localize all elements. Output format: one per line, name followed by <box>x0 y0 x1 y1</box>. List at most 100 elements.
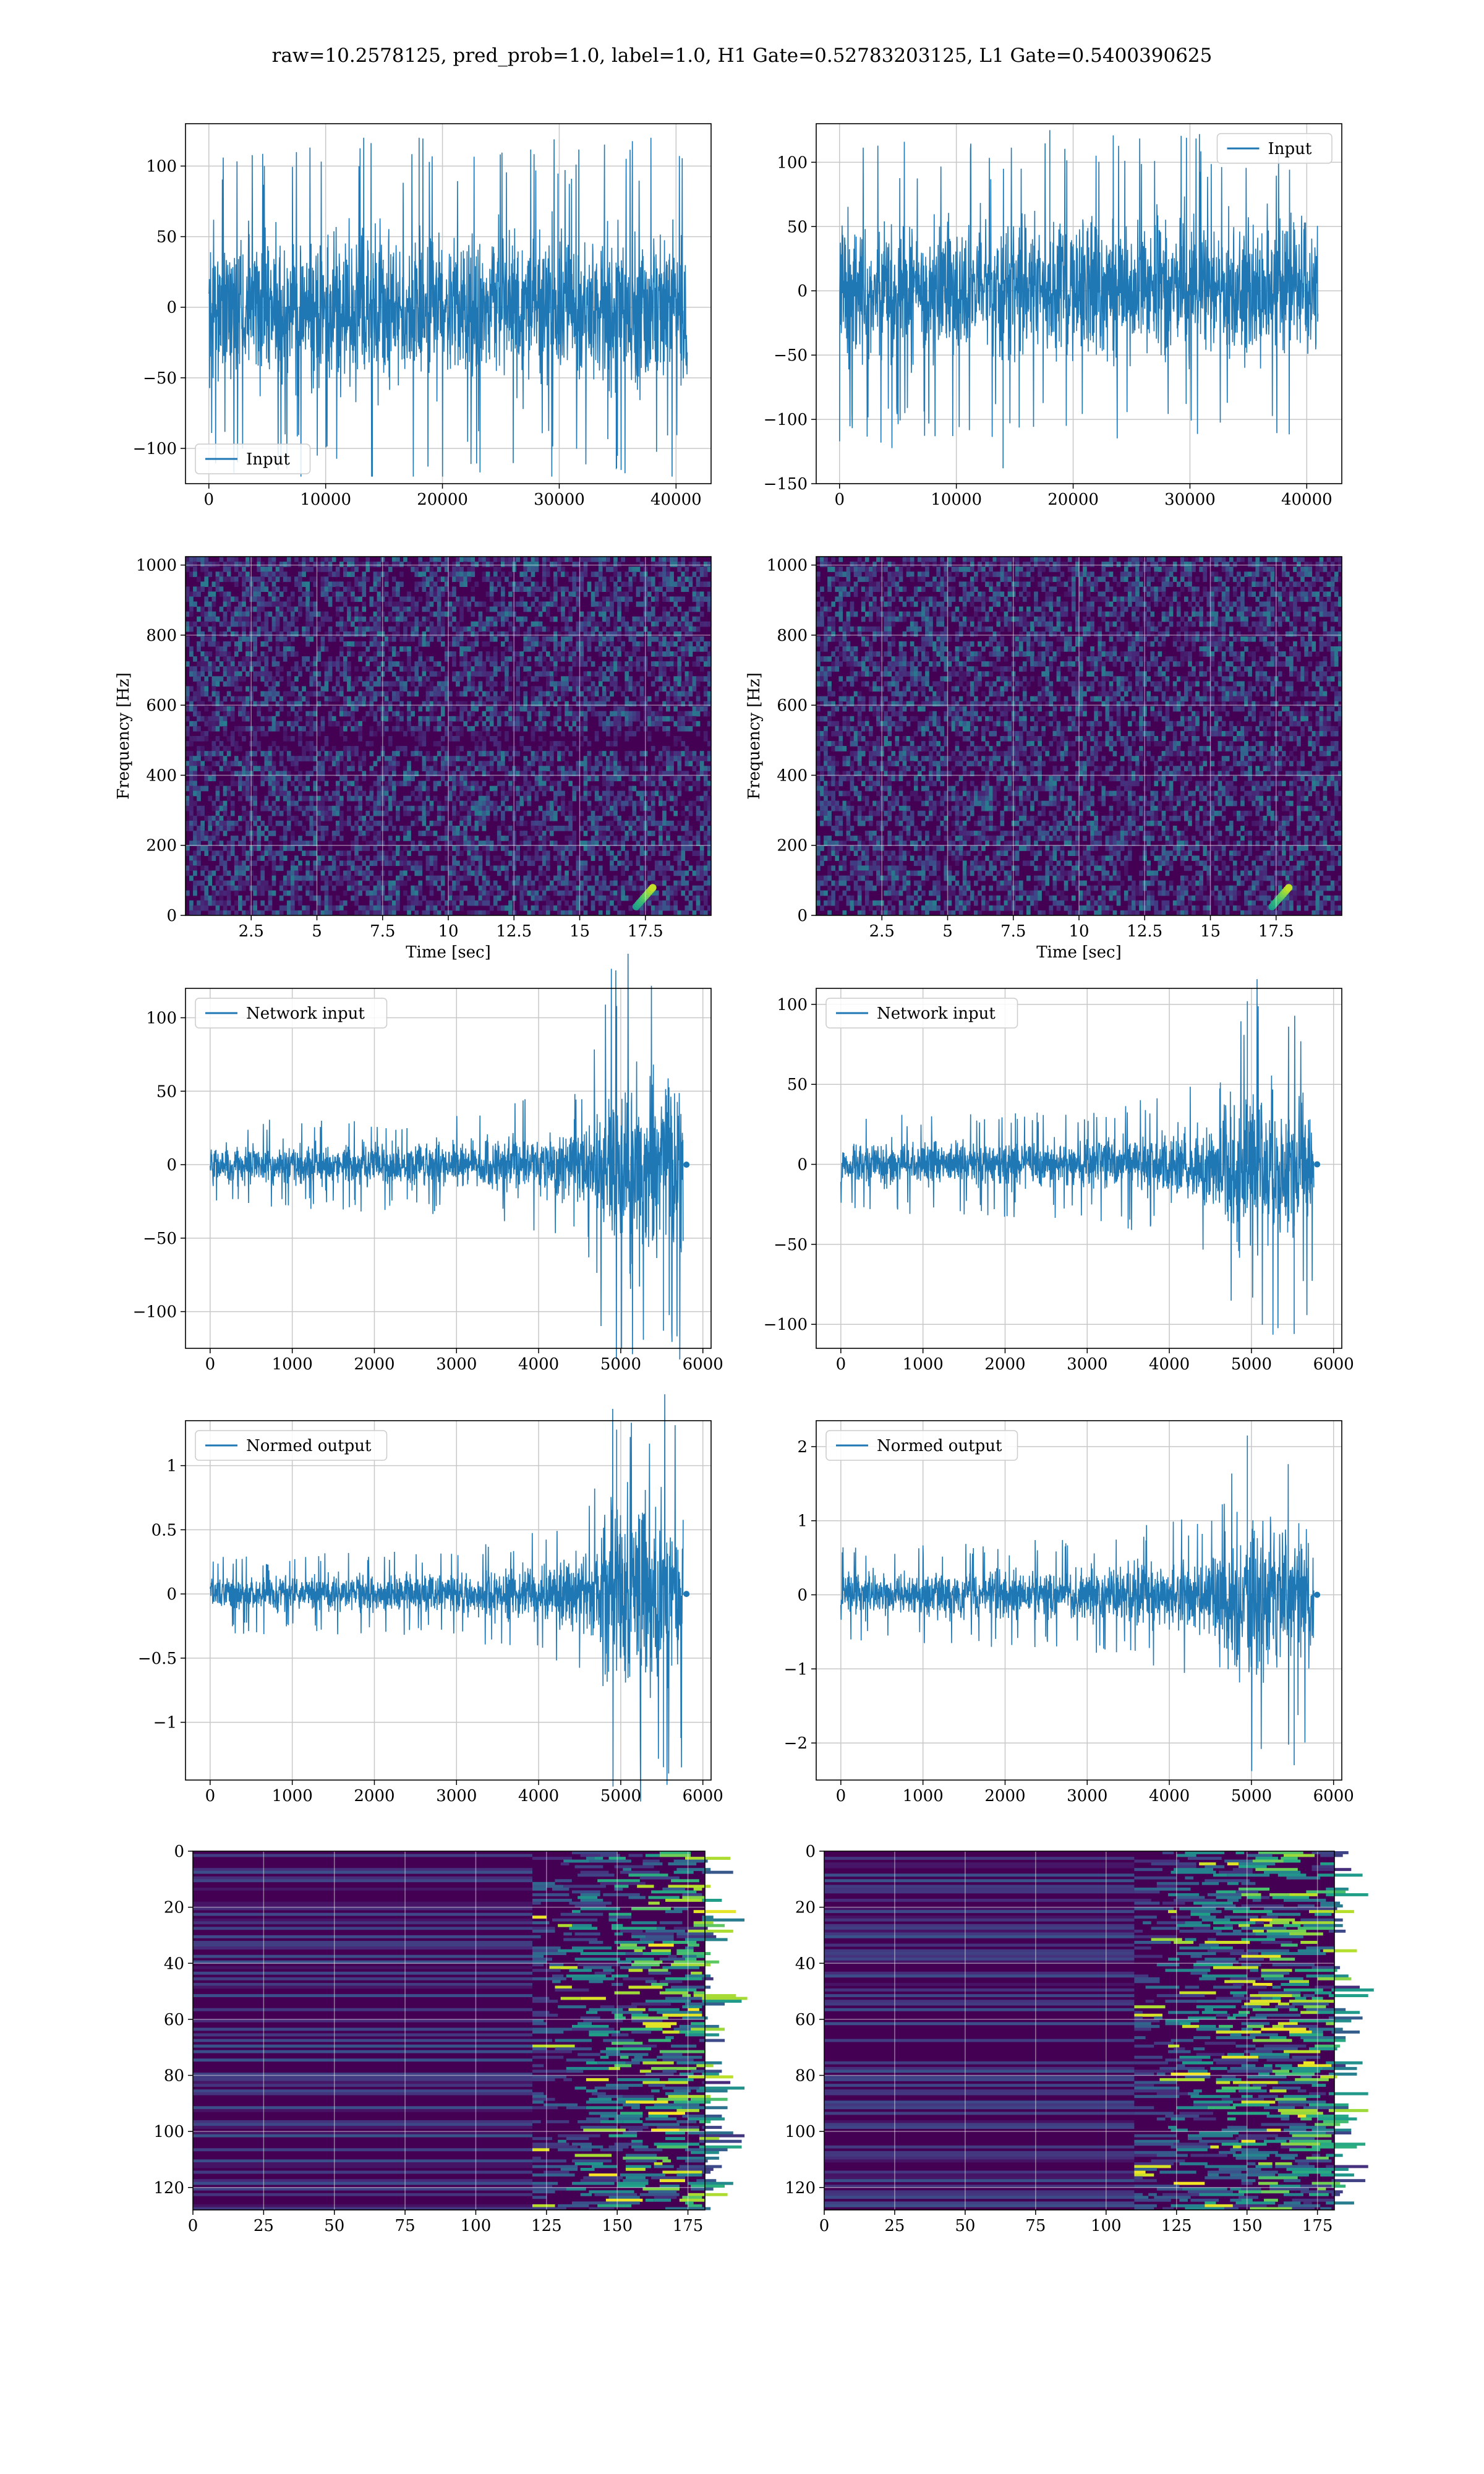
heatmap-cell <box>463 646 467 652</box>
heatmap-cell <box>271 626 276 632</box>
heatmap-cell <box>437 721 441 727</box>
heatmap-cell <box>576 621 581 627</box>
heatmap-cell <box>380 766 385 771</box>
heatmap-cell <box>271 686 276 692</box>
heatmap-cell <box>459 836 464 841</box>
heatmap-cell <box>666 730 670 737</box>
heatmap-cell <box>197 557 201 562</box>
heatmap-cell <box>523 776 528 782</box>
heatmap-cell <box>531 676 535 682</box>
heatmap-cell <box>219 826 224 831</box>
heatmap-cell <box>471 611 475 617</box>
heatmap-cell <box>384 826 389 831</box>
heatmap-cell <box>260 576 265 582</box>
heatmap-cell <box>200 831 205 836</box>
heatmap-cell <box>369 696 374 702</box>
heatmap-cell <box>298 696 302 702</box>
heatmap-cell <box>335 691 340 697</box>
heatmap-cell <box>527 800 532 807</box>
heatmap-cell <box>204 781 209 787</box>
heatmap-cell <box>508 771 513 777</box>
heatmap-cell <box>643 841 648 846</box>
heatmap-cell <box>425 756 430 761</box>
heatmap-cell <box>489 591 494 597</box>
heatmap-cell <box>317 836 322 841</box>
heatmap-cell <box>279 706 284 712</box>
heatmap-cell <box>279 651 284 657</box>
heatmap-cell <box>456 836 460 841</box>
heatmap-cell <box>696 626 701 632</box>
heatmap-cell <box>193 785 197 792</box>
heatmap-cell <box>654 651 659 657</box>
heatmap-cell <box>354 596 359 602</box>
heatmap-cell <box>294 557 299 562</box>
heatmap-cell <box>230 761 235 766</box>
heatmap-cell <box>684 681 689 687</box>
heatmap-cell <box>268 771 273 777</box>
heatmap-cell <box>219 557 224 562</box>
heatmap-cell <box>493 571 498 577</box>
heatmap-cell <box>411 751 415 756</box>
heatmap-cell <box>448 771 453 777</box>
heatmap-cell <box>485 855 490 861</box>
heatmap-cell <box>482 820 487 826</box>
heatmap-cell <box>707 721 712 727</box>
heatmap-cell <box>696 616 701 622</box>
heatmap-cell <box>396 746 400 751</box>
heatmap-cell <box>542 706 547 712</box>
heatmap-cell <box>291 691 295 697</box>
heatmap-cell <box>351 706 355 712</box>
heatmap-cell <box>673 686 678 692</box>
heatmap-cell <box>223 601 228 607</box>
heatmap-cell <box>516 631 520 637</box>
heatmap-cell <box>200 562 205 567</box>
heatmap-cell <box>335 721 340 727</box>
heatmap-cell <box>268 820 273 826</box>
heatmap-cell <box>501 691 505 697</box>
heatmap-cell <box>283 576 288 582</box>
heatmap-cell <box>591 701 595 707</box>
heatmap-cell <box>677 701 682 707</box>
heatmap-cell <box>538 845 543 851</box>
heatmap-cell <box>632 631 637 637</box>
heatmap-cell <box>545 800 550 807</box>
heatmap-cell <box>339 756 344 761</box>
heatmap-cell <box>568 800 573 807</box>
heatmap-cell <box>396 845 400 851</box>
heatmap-cell <box>545 671 550 677</box>
heatmap-cell <box>459 790 464 797</box>
heatmap-cell <box>452 606 456 612</box>
heatmap-cell <box>444 805 449 811</box>
heatmap-cell <box>478 736 483 742</box>
heatmap-cell <box>452 706 456 712</box>
heatmap-cell <box>223 611 228 617</box>
heatmap-cell <box>411 631 415 637</box>
heatmap-cell <box>482 795 487 802</box>
heatmap-cell <box>380 795 385 802</box>
heatmap-cell <box>347 766 351 771</box>
heatmap-cell <box>204 736 209 742</box>
heatmap-cell <box>456 701 460 707</box>
heatmap-cell <box>497 781 501 787</box>
heatmap-cell <box>264 681 269 687</box>
heatmap-cell <box>497 826 501 831</box>
heatmap-cell <box>418 841 423 846</box>
heatmap-cell <box>636 586 641 592</box>
heatmap-cell <box>208 611 213 617</box>
heatmap-cell <box>561 571 565 577</box>
heatmap-cell <box>373 641 378 647</box>
heatmap-cell <box>271 676 276 682</box>
heatmap-cell <box>418 596 423 602</box>
heatmap-cell <box>362 576 367 582</box>
heatmap-cell <box>223 746 228 751</box>
heatmap-cell <box>407 651 411 657</box>
heatmap-cell <box>384 711 389 717</box>
heatmap-cell <box>594 790 599 797</box>
heatmap-cell <box>215 646 220 652</box>
heatmap-cell <box>501 591 505 597</box>
heatmap-cell <box>440 746 445 751</box>
heatmap-cell <box>598 557 603 562</box>
heatmap-cell <box>519 661 524 667</box>
heatmap-cell <box>437 805 441 811</box>
heatmap-cell <box>549 681 554 687</box>
